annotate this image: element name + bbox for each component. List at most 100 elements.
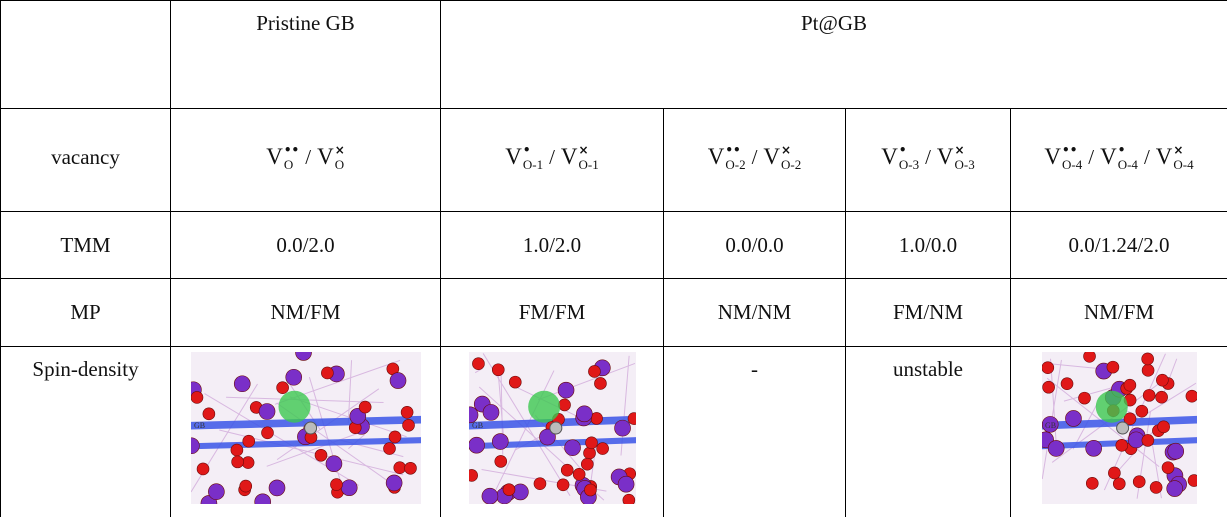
term-indices: ×O-2 (781, 144, 801, 171)
row-label: Spin-density (1, 347, 171, 517)
vacancy-term: V••O (266, 144, 299, 171)
pt-atom (1116, 422, 1128, 434)
term-site: O-3 (955, 158, 975, 171)
atom (596, 443, 608, 455)
atom (359, 401, 371, 413)
table-cell: V•O-3/V×O-3 (846, 109, 1011, 212)
table-cell: NM/NM (664, 279, 846, 347)
table-cell: V••O-4/V•O-4/V×O-4 (1011, 109, 1227, 212)
term-base: V (266, 144, 283, 170)
atom (1141, 434, 1153, 446)
term-indices: ×O-4 (1173, 144, 1193, 171)
vacancy-term: V×O-2 (763, 144, 801, 171)
atom (583, 447, 595, 459)
term-site: O (284, 158, 293, 171)
atom (1085, 440, 1101, 456)
term-charge: •• (725, 144, 740, 158)
atom (401, 406, 413, 418)
term-site: O-2 (725, 158, 745, 171)
image-gb-label: GB (1045, 421, 1056, 430)
results-table: Pristine GB Pt@GB vacancyV••O/V×OV•O-1/V… (0, 0, 1227, 517)
term-base: V (317, 144, 334, 170)
separator: / (925, 145, 931, 169)
atom (1065, 410, 1081, 426)
atom (330, 479, 342, 491)
atom (558, 399, 570, 411)
table-cell: - (664, 347, 846, 517)
separator: / (752, 145, 758, 169)
atom (1133, 476, 1145, 488)
atom (1042, 381, 1054, 393)
term-base: V (937, 144, 954, 170)
atom (1166, 481, 1182, 497)
corner-cell (1, 1, 171, 109)
header-row: Pristine GB Pt@GB (1, 1, 1227, 109)
term-indices: ×O-1 (579, 144, 599, 171)
atom (509, 376, 521, 388)
vacancy-term: V×O-1 (561, 144, 599, 171)
term-base: V (1156, 144, 1173, 170)
term-charge: × (335, 144, 345, 158)
atom (315, 449, 327, 461)
atom (472, 358, 484, 370)
table-body: Pristine GB Pt@GB vacancyV••O/V×OV•O-1/V… (1, 1, 1227, 517)
table-cell: GB (171, 347, 441, 517)
atom (234, 376, 250, 392)
atom (1141, 353, 1153, 365)
atom (383, 443, 395, 455)
image-gb-label: GB (194, 421, 205, 430)
table-cell: V•O-1/V×O-1 (441, 109, 664, 212)
atom (1115, 439, 1127, 451)
term-site: O-4 (1118, 158, 1138, 171)
term-indices: ••O-2 (725, 144, 745, 171)
atom (1086, 477, 1098, 489)
table-cell: 0.0/1.24/2.0 (1011, 212, 1227, 279)
table-cell: NM/FM (1011, 279, 1227, 347)
term-base: V (881, 144, 898, 170)
table-cell: V ••O-2 /V×O-2 (664, 109, 846, 212)
table-cell: unstable (846, 347, 1011, 517)
row-label: TMM (1, 212, 171, 279)
term-site: O (335, 158, 344, 171)
atom (558, 382, 574, 398)
term-charge: × (1173, 144, 1183, 158)
atom (1123, 379, 1135, 391)
atom (1061, 378, 1073, 390)
separator: / (1144, 145, 1150, 169)
pt-atom (304, 422, 316, 434)
atom (1142, 364, 1154, 376)
atom (588, 365, 600, 377)
term-indices: •O-1 (523, 144, 543, 171)
atom (1042, 362, 1054, 374)
atom (622, 494, 634, 504)
term-charge: × (579, 144, 589, 158)
atom (386, 475, 402, 491)
vacancy-term: V×O (317, 144, 345, 171)
atom (393, 462, 405, 474)
atom (239, 480, 251, 492)
atom (564, 440, 580, 456)
table-cell: 1.0/0.0 (846, 212, 1011, 279)
term-site: O-4 (1173, 158, 1193, 171)
term-base: V (1044, 144, 1061, 170)
atom (502, 484, 514, 496)
header-cell: Pt@GB (441, 1, 1227, 109)
atom (242, 435, 254, 447)
term-indices: ×O-3 (955, 144, 975, 171)
term-base: V (763, 144, 780, 170)
atom (469, 437, 485, 453)
term-base: V (1100, 144, 1117, 170)
atom (561, 464, 573, 476)
spin-blob (528, 391, 560, 423)
atom (269, 480, 285, 496)
atom (1113, 478, 1125, 490)
term-charge: •• (284, 144, 299, 158)
separator: / (305, 145, 311, 169)
header-cell: Pristine GB (171, 1, 441, 109)
atom (581, 458, 593, 470)
term-indices: •O-4 (1118, 144, 1138, 171)
atom (404, 462, 416, 474)
